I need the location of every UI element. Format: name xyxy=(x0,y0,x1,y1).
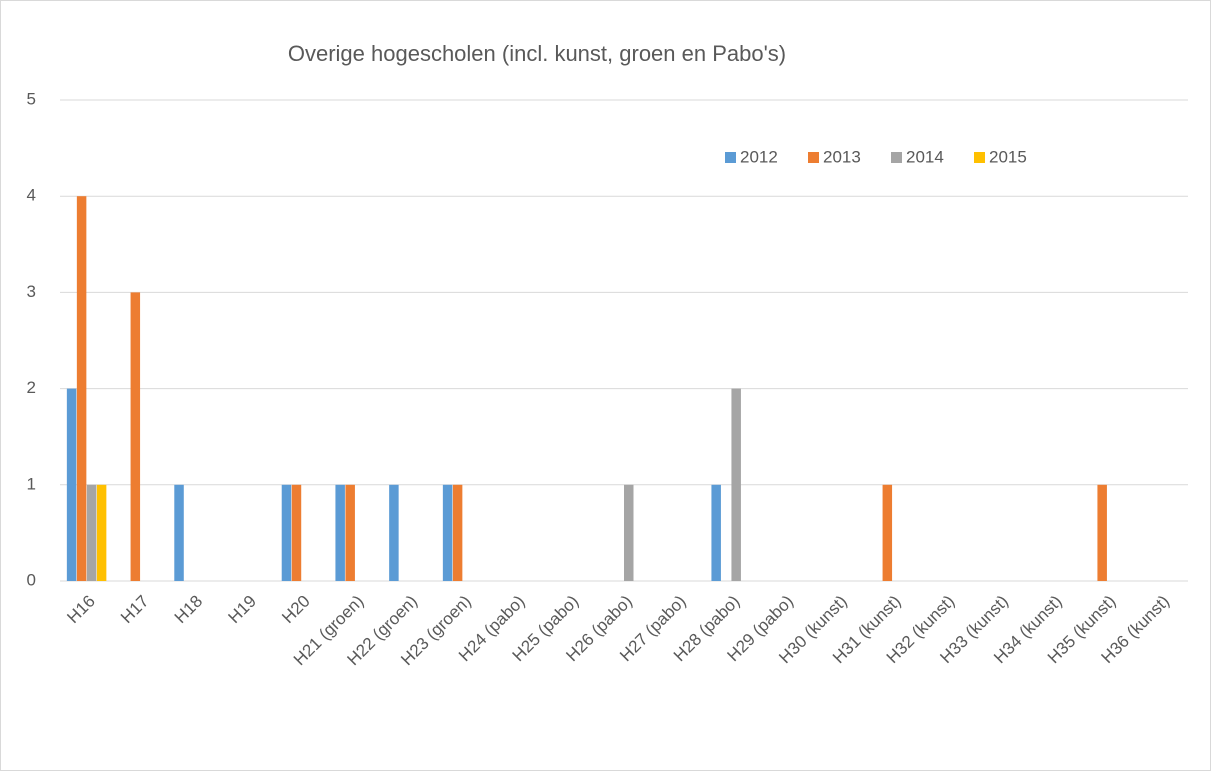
bar xyxy=(711,484,721,581)
bar xyxy=(624,484,634,581)
y-tick-label: 2 xyxy=(27,378,36,397)
bar xyxy=(86,484,97,581)
bar xyxy=(174,484,184,581)
y-tick-label: 5 xyxy=(27,89,36,108)
legend-label: 2013 xyxy=(823,147,861,166)
bar xyxy=(1097,484,1107,581)
legend-swatch xyxy=(891,152,902,163)
y-tick-label: 4 xyxy=(27,186,36,205)
bar xyxy=(345,484,355,581)
bar xyxy=(281,484,292,581)
legend-label: 2015 xyxy=(989,147,1027,166)
bar xyxy=(96,484,107,581)
legend-label: 2012 xyxy=(740,147,778,166)
legend-swatch xyxy=(808,152,819,163)
bar xyxy=(442,484,453,581)
legend-swatch xyxy=(974,152,985,163)
legend-swatch xyxy=(725,152,736,163)
bar xyxy=(389,484,399,581)
bar xyxy=(291,484,302,581)
legend-label: 2014 xyxy=(906,147,944,166)
bar xyxy=(452,484,463,581)
bar xyxy=(130,292,141,581)
y-tick-label: 1 xyxy=(27,474,36,493)
y-tick-label: 3 xyxy=(27,282,36,301)
bar xyxy=(335,484,345,581)
bar xyxy=(731,388,741,581)
chart-title: Overige hogescholen (incl. kunst, groen … xyxy=(288,41,786,66)
bar xyxy=(66,388,77,581)
bar xyxy=(882,484,893,581)
bar xyxy=(76,196,87,581)
y-tick-label: 0 xyxy=(27,570,36,589)
